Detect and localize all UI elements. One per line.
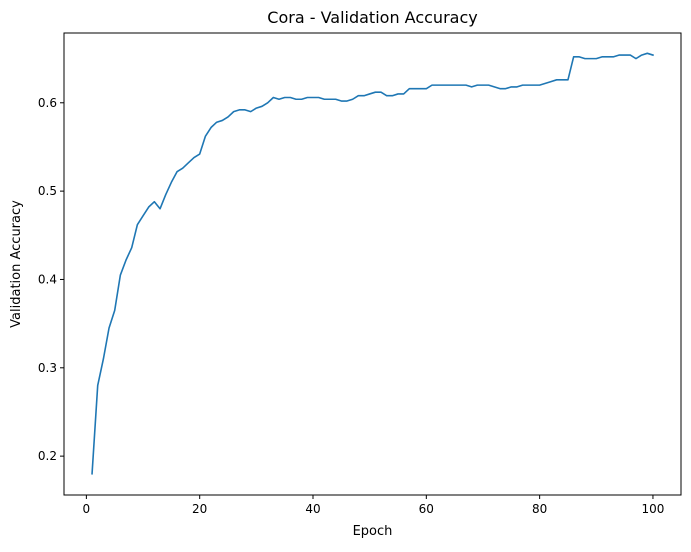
x-tick-label: 40 xyxy=(305,502,320,516)
chart-title: Cora - Validation Accuracy xyxy=(267,8,477,27)
y-tick-label: 0.3 xyxy=(38,361,57,375)
y-tick-label: 0.6 xyxy=(38,96,57,110)
x-tick-label: 80 xyxy=(532,502,547,516)
y-tick-label: 0.4 xyxy=(38,272,57,286)
x-tick-label: 100 xyxy=(642,502,665,516)
x-tick-label: 60 xyxy=(419,502,434,516)
axes-frame xyxy=(63,32,682,496)
plot-area: 0 20 40 60 80 100 0.2 0.3 0.4 0.5 0.6 xyxy=(38,32,682,516)
y-axis-label: Validation Accuracy xyxy=(9,200,24,328)
y-tick-label: 0.2 xyxy=(38,449,57,463)
x-tick-label: 0 xyxy=(83,502,91,516)
x-tick-label: 20 xyxy=(192,502,207,516)
x-axis-label: Epoch xyxy=(353,524,393,539)
series-line xyxy=(91,52,654,475)
y-tick-label: 0.5 xyxy=(38,184,57,198)
